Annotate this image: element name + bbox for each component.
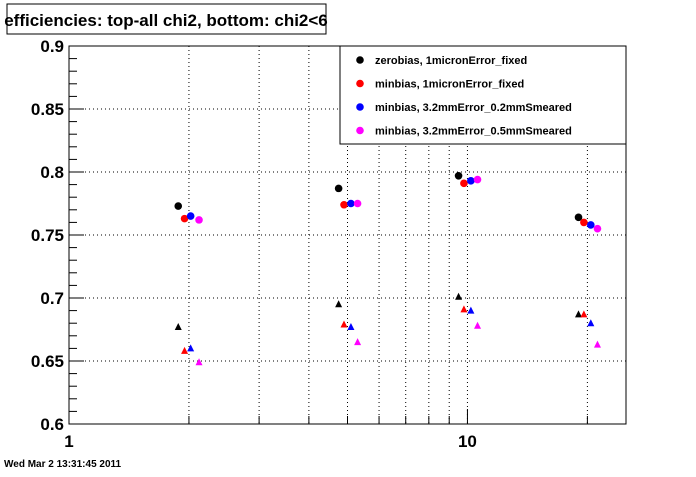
- footer-timestamp: Wed Mar 2 13:31:45 2011: [4, 459, 122, 470]
- y-tick-label: 0.8: [40, 163, 64, 182]
- y-tick-label: 0.9: [40, 37, 64, 56]
- data-point-top-all-chi2: [334, 184, 343, 193]
- data-point-top-all-chi2: [473, 175, 482, 184]
- legend-marker: [356, 79, 364, 88]
- title-box: [6, 3, 327, 35]
- data-point-bottom-chi2-lt-6: [340, 320, 348, 328]
- data-point-top-all-chi2: [460, 179, 468, 188]
- data-point-top-all-chi2: [454, 171, 463, 180]
- data-point-top-all-chi2: [186, 212, 195, 220]
- chart-title: efficiencies: top-all chi2, bottom: chi2…: [4, 11, 328, 30]
- data-point-top-all-chi2: [180, 214, 189, 223]
- data-point-bottom-chi2-lt-6: [354, 338, 362, 346]
- data-point-top-all-chi2: [340, 200, 348, 209]
- data-point-bottom-chi2-lt-6: [335, 300, 343, 308]
- legend-label: minbias, 3.2mmError_0.2mmSmeared: [375, 102, 572, 114]
- data-point-top-all-chi2: [353, 199, 362, 208]
- legend: zerobias, 1micronError_fixed minbias, 1mi…: [339, 45, 627, 145]
- data-point-bottom-chi2-lt-6: [467, 306, 475, 314]
- data-point-bottom-chi2-lt-6: [187, 344, 195, 352]
- data-point-top-all-chi2: [574, 213, 583, 222]
- y-tick-label: 0.85: [31, 100, 64, 119]
- data-point-top-all-chi2: [174, 202, 183, 210]
- data-point-bottom-chi2-lt-6: [593, 340, 601, 348]
- data-point-bottom-chi2-lt-6: [347, 322, 355, 330]
- data-point-bottom-chi2-lt-6: [455, 292, 463, 300]
- y-tick-label: 0.75: [31, 226, 64, 245]
- data-points: [174, 171, 602, 366]
- data-point-bottom-chi2-lt-6: [587, 319, 595, 327]
- x-axis: 1 10: [64, 409, 588, 451]
- legend-box: [339, 45, 627, 145]
- data-point-bottom-chi2-lt-6: [474, 321, 482, 329]
- data-point-top-all-chi2: [347, 199, 355, 208]
- legend-label: minbias, 3.2mmError_0.5mmSmeared: [375, 126, 572, 138]
- data-point-top-all-chi2: [580, 218, 588, 227]
- data-point-top-all-chi2: [195, 216, 203, 224]
- x-tick-label: 1: [64, 432, 73, 451]
- data-point-bottom-chi2-lt-6: [195, 358, 203, 366]
- y-tick-label: 0.7: [40, 289, 64, 308]
- legend-marker: [356, 56, 364, 64]
- data-point-top-all-chi2: [593, 224, 602, 233]
- data-point-top-all-chi2: [587, 221, 595, 229]
- y-axis: 0.6 0.65 0.7 0.75 0.8 0.85 0.9: [31, 37, 84, 434]
- data-point-bottom-chi2-lt-6: [580, 310, 588, 318]
- x-tick-label: 10: [458, 432, 477, 451]
- legend-label: zerobias, 1micronError_fixed: [375, 55, 527, 67]
- legend-marker: [356, 103, 364, 111]
- data-point-top-all-chi2: [467, 177, 475, 185]
- y-tick-label: 0.6: [40, 415, 64, 434]
- legend-label: minbias, 1micronError_fixed: [375, 79, 524, 91]
- data-point-bottom-chi2-lt-6: [575, 310, 583, 318]
- data-point-bottom-chi2-lt-6: [174, 322, 182, 330]
- data-point-bottom-chi2-lt-6: [460, 305, 468, 313]
- y-tick-label: 0.65: [31, 352, 64, 371]
- legend-marker: [356, 126, 364, 135]
- data-point-bottom-chi2-lt-6: [181, 346, 189, 354]
